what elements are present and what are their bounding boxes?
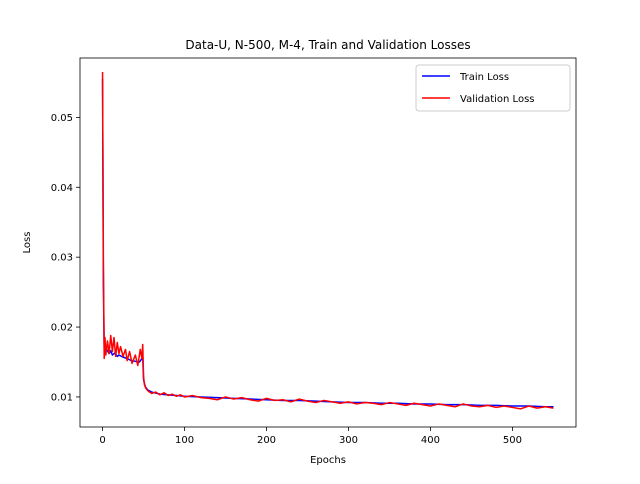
plot-frame xyxy=(79,57,577,428)
y-tick-label-4: 0.05 xyxy=(51,113,73,124)
series-line-1 xyxy=(101,71,554,410)
chart-title: Data-U, N-500, M-4, Train and Validation… xyxy=(185,38,470,52)
series-lines xyxy=(101,71,554,410)
legend-label-1: Validation Loss xyxy=(460,94,535,105)
x-tick-label-4: 400 xyxy=(421,435,440,446)
y-tick-label-3: 0.04 xyxy=(51,183,73,194)
y-tick-label-0: 0.01 xyxy=(51,392,73,403)
y-tick-label-2: 0.03 xyxy=(51,253,73,264)
legend-label-0: Train Loss xyxy=(459,72,509,83)
x-axis-label: Epochs xyxy=(310,455,346,466)
x-tick-label-1: 100 xyxy=(175,435,194,446)
legend-box xyxy=(415,64,571,112)
legend: Train Loss Validation Loss xyxy=(415,64,571,112)
x-tick-label-2: 200 xyxy=(257,435,276,446)
y-tick-label-1: 0.02 xyxy=(51,323,73,334)
x-tick-label-3: 300 xyxy=(339,435,358,446)
x-tick-label-0: 0 xyxy=(99,435,105,446)
y-axis-label: Loss xyxy=(22,232,33,254)
x-tick-label-5: 500 xyxy=(503,435,522,446)
series-line-0 xyxy=(101,78,554,408)
